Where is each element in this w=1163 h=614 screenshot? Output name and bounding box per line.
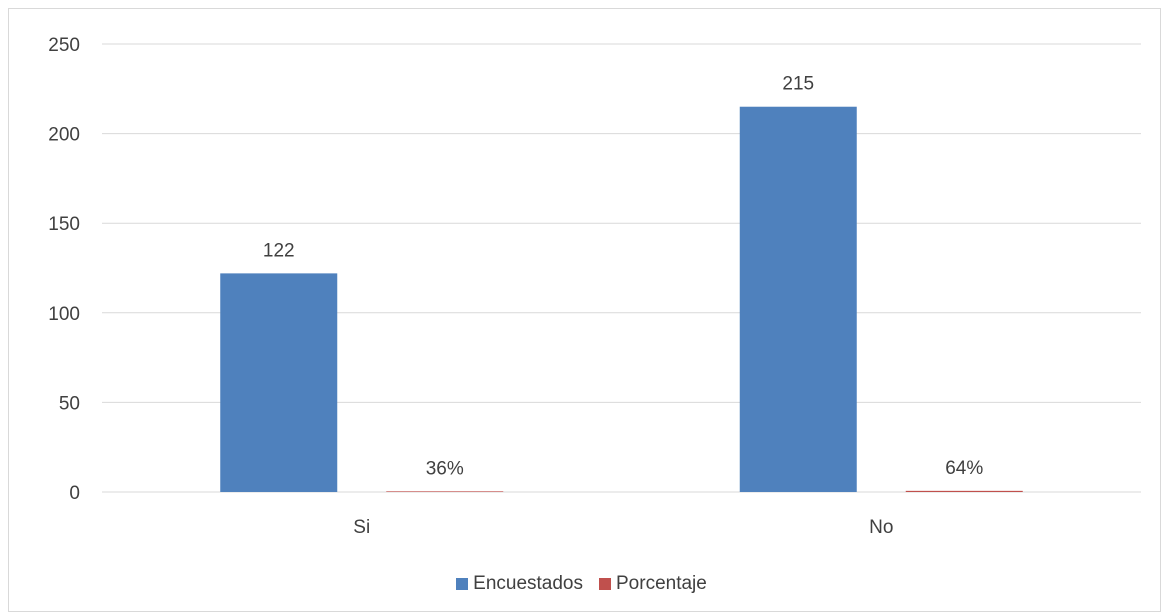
x-tick-label: No xyxy=(869,517,893,538)
data-label: 215 xyxy=(782,74,814,95)
y-axis-ticks: 0 50 100 150 200 250 xyxy=(48,35,80,504)
data-label: 122 xyxy=(263,240,295,261)
y-tick-label: 100 xyxy=(48,304,80,325)
y-tick-label: 200 xyxy=(48,125,80,146)
legend-label-porcentaje: Porcentaje xyxy=(616,573,707,594)
y-tick-label: 250 xyxy=(48,35,80,56)
data-labels: 122 36% 215 64% xyxy=(263,74,983,480)
legend-swatch-encuestados xyxy=(456,578,469,590)
x-axis-ticks: Si No xyxy=(353,517,893,538)
legend-label-encuestados: Encuestados xyxy=(473,573,583,594)
legend-swatch-porcentaje xyxy=(599,578,611,590)
data-label: 64% xyxy=(945,458,983,479)
data-label: 36% xyxy=(426,458,464,479)
bar-porcentaje-si xyxy=(386,491,504,492)
legend-item-encuestados: Encuestados xyxy=(456,573,583,595)
y-tick-label: 50 xyxy=(59,393,80,414)
chart-frame xyxy=(8,8,1161,612)
y-tick-label: 150 xyxy=(48,214,80,235)
bar-porcentaje-no xyxy=(905,490,1023,492)
legend-item-porcentaje: Porcentaje xyxy=(599,573,707,595)
x-tick-label: Si xyxy=(353,517,370,538)
bar-encuestados-no xyxy=(739,106,857,492)
bars xyxy=(220,106,1023,492)
legend: Encuestados Porcentaje xyxy=(0,569,1163,599)
bar-encuestados-si xyxy=(220,273,338,492)
y-tick-label: 0 xyxy=(69,483,80,504)
